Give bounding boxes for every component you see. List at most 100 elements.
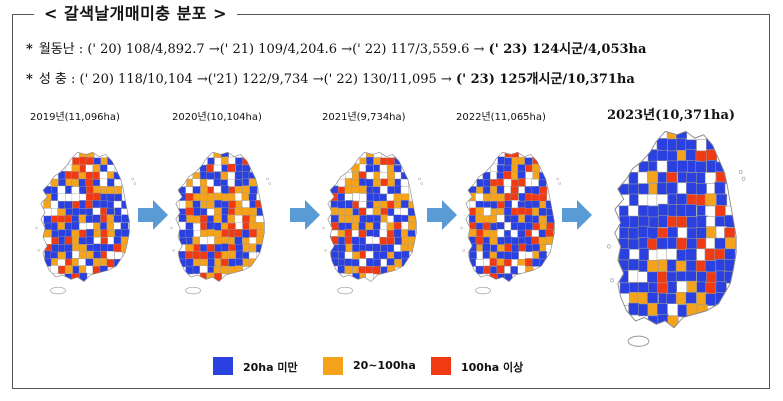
small-island bbox=[172, 249, 175, 252]
map-region bbox=[511, 251, 520, 261]
map-region bbox=[497, 236, 506, 246]
map-region bbox=[497, 229, 506, 238]
map-region bbox=[199, 236, 208, 245]
map-region bbox=[504, 273, 513, 282]
map-region bbox=[85, 208, 94, 217]
map-region bbox=[206, 244, 215, 253]
map-region bbox=[92, 207, 101, 216]
country-outline bbox=[40, 151, 130, 283]
map-region bbox=[106, 221, 115, 231]
small-island bbox=[420, 182, 424, 185]
jeju-island bbox=[50, 286, 66, 295]
map-region bbox=[93, 251, 102, 260]
map-region bbox=[344, 258, 353, 267]
map-region bbox=[714, 181, 726, 195]
map-region bbox=[666, 181, 678, 195]
map-region bbox=[337, 244, 346, 253]
map-region bbox=[227, 214, 236, 223]
map-region bbox=[475, 193, 484, 202]
map-region bbox=[220, 265, 229, 275]
map-region bbox=[619, 215, 631, 229]
map-region bbox=[199, 178, 208, 188]
map-region bbox=[78, 250, 87, 260]
map-region bbox=[482, 250, 491, 260]
map-region bbox=[365, 164, 374, 174]
map-region bbox=[92, 200, 101, 209]
map-region bbox=[57, 193, 66, 202]
small-island bbox=[610, 278, 614, 283]
map-region bbox=[248, 243, 257, 252]
map-region bbox=[387, 200, 396, 209]
map-region bbox=[393, 251, 402, 260]
map-region bbox=[179, 237, 188, 246]
map-region bbox=[618, 248, 630, 261]
map-region bbox=[114, 228, 123, 238]
map-region bbox=[647, 205, 659, 219]
map-region bbox=[99, 200, 108, 209]
map-region bbox=[676, 237, 688, 251]
map-region bbox=[330, 192, 339, 202]
map-region bbox=[234, 236, 243, 246]
map-region bbox=[538, 193, 547, 202]
map-region bbox=[71, 221, 80, 231]
map-region bbox=[220, 258, 229, 268]
map-region bbox=[647, 302, 659, 316]
map-region bbox=[400, 186, 409, 195]
map-region bbox=[214, 157, 223, 166]
map-region bbox=[206, 193, 215, 202]
map-region bbox=[106, 251, 115, 260]
map-region bbox=[685, 292, 697, 305]
map-region bbox=[379, 251, 388, 260]
map-region bbox=[352, 215, 361, 224]
map-region bbox=[113, 243, 122, 253]
small-island bbox=[738, 169, 743, 175]
map-region bbox=[344, 229, 353, 238]
map-region bbox=[227, 193, 236, 202]
map-region bbox=[114, 193, 123, 203]
map-region bbox=[72, 157, 81, 166]
legend-swatch bbox=[213, 357, 233, 375]
map-region bbox=[496, 222, 505, 231]
map-region bbox=[242, 157, 251, 166]
map-region bbox=[511, 244, 520, 253]
map-region bbox=[64, 236, 73, 245]
map-region bbox=[206, 164, 215, 173]
map-region bbox=[366, 258, 375, 267]
map-region bbox=[676, 249, 688, 263]
map-region bbox=[213, 214, 222, 223]
map-region bbox=[517, 156, 526, 166]
map-region bbox=[685, 149, 697, 162]
map-region bbox=[372, 178, 381, 188]
legend-label: 20ha 미만 bbox=[243, 361, 298, 374]
map-region bbox=[113, 215, 122, 224]
map-region bbox=[366, 192, 375, 202]
small-island bbox=[324, 249, 327, 252]
map-region bbox=[241, 192, 250, 202]
map-region bbox=[517, 222, 526, 231]
map-region bbox=[676, 280, 688, 294]
map-region bbox=[489, 257, 498, 267]
map-region bbox=[489, 215, 498, 224]
country-outline bbox=[465, 151, 555, 283]
map-region bbox=[401, 250, 410, 260]
map-region bbox=[235, 157, 244, 166]
map-region bbox=[469, 243, 478, 252]
map-region bbox=[57, 221, 66, 231]
map-region bbox=[686, 227, 698, 241]
map-region bbox=[220, 243, 230, 252]
stat-history: (' 20) 118/10,104 →('21) 122/9,734 →(' 2… bbox=[79, 72, 452, 87]
map-region bbox=[78, 214, 87, 223]
legend-swatch bbox=[431, 357, 451, 375]
map-region bbox=[676, 216, 688, 229]
map-region bbox=[255, 200, 264, 209]
map-region bbox=[657, 203, 669, 217]
map-region bbox=[248, 178, 257, 187]
country-outline bbox=[614, 130, 737, 329]
map-region bbox=[475, 236, 484, 245]
map-region bbox=[618, 194, 630, 207]
map-region bbox=[345, 200, 354, 209]
map-region bbox=[242, 215, 251, 224]
map-region bbox=[525, 222, 534, 231]
map-region bbox=[647, 292, 659, 305]
country-outline bbox=[327, 151, 417, 283]
